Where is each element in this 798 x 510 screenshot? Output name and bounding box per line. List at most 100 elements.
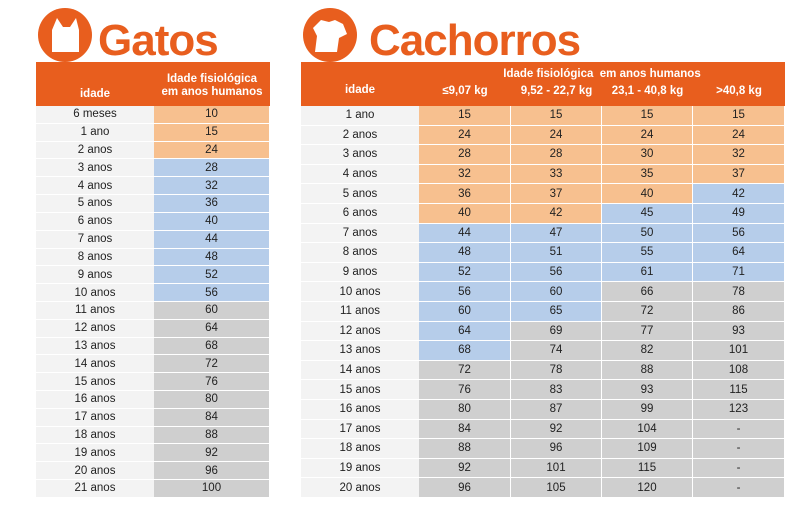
human-age-cell: 88 bbox=[154, 426, 270, 445]
human-age-cell: 83 bbox=[511, 380, 602, 400]
human-age-cell: 78 bbox=[693, 282, 785, 302]
human-age-cell: 40 bbox=[419, 203, 511, 224]
human-age-cell: 37 bbox=[693, 164, 785, 185]
table-row: 21 anos 100 bbox=[36, 480, 270, 498]
age-cell: 7 anos bbox=[36, 230, 154, 249]
table-row: 19 anos 92 bbox=[36, 444, 270, 463]
human-age-cell: 76 bbox=[419, 380, 511, 400]
age-cell: 18 anos bbox=[301, 439, 419, 459]
age-cell: 5 anos bbox=[301, 184, 419, 204]
age-cell: 19 anos bbox=[36, 444, 154, 463]
age-cell: 2 anos bbox=[301, 125, 419, 146]
human-age-cell: 115 bbox=[693, 380, 785, 400]
age-cell: 3 anos bbox=[301, 145, 419, 165]
table-row: 9 anos 52 bbox=[36, 266, 270, 285]
human-age-cell: 50 bbox=[602, 223, 693, 244]
cats-title: Gatos bbox=[98, 16, 219, 65]
table-row: 11 anos 60 65 72 86 bbox=[301, 301, 785, 322]
age-cell: 17 anos bbox=[301, 419, 419, 440]
human-age-cell: - bbox=[693, 478, 785, 498]
human-age-cell: 48 bbox=[419, 243, 511, 263]
human-age-cell: 92 bbox=[419, 458, 511, 479]
cats-equivalent-header-line1: Idade fisiológica bbox=[166, 73, 258, 85]
table-row: 7 anos 44 47 50 56 bbox=[301, 223, 785, 244]
human-age-cell: 24 bbox=[511, 125, 602, 146]
human-age-cell: 87 bbox=[511, 399, 602, 420]
age-cell: 11 anos bbox=[301, 301, 419, 322]
human-age-cell: 30 bbox=[602, 145, 693, 165]
table-row: 10 anos 56 60 66 78 bbox=[301, 282, 785, 302]
human-age-cell: 60 bbox=[419, 301, 511, 322]
human-age-cell: 123 bbox=[693, 399, 785, 420]
age-cell: 8 anos bbox=[36, 248, 154, 267]
table-row: 8 anos 48 bbox=[36, 248, 270, 267]
age-cell: 20 anos bbox=[36, 462, 154, 481]
dogs-weight-header-3: 23,1 - 40,8 kg bbox=[611, 85, 684, 97]
human-age-cell: 24 bbox=[154, 141, 270, 160]
age-cell: 10 anos bbox=[301, 282, 419, 302]
human-age-cell: 35 bbox=[602, 164, 693, 185]
table-row: 7 anos 44 bbox=[36, 230, 270, 249]
human-age-cell: 80 bbox=[419, 399, 511, 420]
human-age-cell: 69 bbox=[511, 321, 602, 342]
table-row: 3 anos 28 bbox=[36, 159, 270, 178]
human-age-cell: 28 bbox=[419, 145, 511, 165]
age-cell: 6 meses bbox=[36, 106, 154, 124]
human-age-cell: 37 bbox=[511, 184, 602, 204]
human-age-cell: 88 bbox=[419, 439, 511, 459]
human-age-cell: 52 bbox=[419, 262, 511, 283]
table-row: 16 anos 80 bbox=[36, 391, 270, 409]
age-cell: 18 anos bbox=[36, 426, 154, 445]
human-age-cell: 72 bbox=[602, 301, 693, 322]
age-cell: 9 anos bbox=[36, 266, 154, 285]
dogs-title: Cachorros bbox=[369, 16, 581, 65]
human-age-cell: 64 bbox=[693, 243, 785, 263]
human-age-cell: 28 bbox=[154, 159, 270, 178]
human-age-cell: 64 bbox=[154, 319, 270, 338]
human-age-cell: 56 bbox=[154, 284, 270, 302]
human-age-cell: 68 bbox=[419, 341, 511, 361]
table-row: 2 anos 24 bbox=[36, 141, 270, 160]
human-age-cell: 115 bbox=[602, 458, 693, 479]
dogs-equivalent-header: Idade fisiológica em anos humanos bbox=[503, 68, 701, 80]
human-age-cell: 61 bbox=[602, 262, 693, 283]
table-row: 16 anos 80 87 99 123 bbox=[301, 399, 785, 420]
human-age-cell: 45 bbox=[602, 203, 693, 224]
human-age-cell: 51 bbox=[511, 243, 602, 263]
human-age-cell: 93 bbox=[602, 380, 693, 400]
age-cell: 9 anos bbox=[301, 262, 419, 283]
age-cell: 16 anos bbox=[36, 391, 154, 409]
human-age-cell: 84 bbox=[154, 408, 270, 427]
age-cell: 11 anos bbox=[36, 301, 154, 320]
human-age-cell: 56 bbox=[419, 282, 511, 302]
human-age-cell: 96 bbox=[154, 462, 270, 481]
human-age-cell: 24 bbox=[693, 125, 785, 146]
table-row: 1 ano 15 15 15 15 bbox=[301, 106, 785, 126]
human-age-cell: 88 bbox=[602, 360, 693, 381]
age-cell: 14 anos bbox=[36, 355, 154, 374]
human-age-cell: 52 bbox=[154, 266, 270, 285]
human-age-cell: 72 bbox=[419, 360, 511, 381]
table-row: 15 anos 76 bbox=[36, 373, 270, 391]
table-row: 14 anos 72 78 88 108 bbox=[301, 360, 785, 381]
human-age-cell: 42 bbox=[693, 184, 785, 204]
human-age-cell: 28 bbox=[511, 145, 602, 165]
table-row: 13 anos 68 bbox=[36, 337, 270, 356]
human-age-cell: 15 bbox=[511, 106, 602, 126]
human-age-cell: - bbox=[693, 419, 785, 440]
human-age-cell: 15 bbox=[693, 106, 785, 126]
human-age-cell: 32 bbox=[693, 145, 785, 165]
human-age-cell: 40 bbox=[154, 212, 270, 231]
human-age-cell: 66 bbox=[602, 282, 693, 302]
human-age-cell: 44 bbox=[419, 223, 511, 244]
dogs-table-panel: idade Idade fisiológica em anos humanos … bbox=[301, 62, 785, 498]
human-age-cell: 15 bbox=[602, 106, 693, 126]
human-age-cell: 101 bbox=[693, 341, 785, 361]
dogs-table-header: idade Idade fisiológica em anos humanos … bbox=[301, 62, 785, 106]
human-age-cell: 64 bbox=[419, 321, 511, 342]
human-age-cell: 100 bbox=[154, 480, 270, 498]
human-age-cell: 72 bbox=[154, 355, 270, 374]
table-row: 6 anos 40 bbox=[36, 212, 270, 231]
human-age-cell: 40 bbox=[602, 184, 693, 204]
dogs-age-header: idade bbox=[344, 84, 376, 96]
